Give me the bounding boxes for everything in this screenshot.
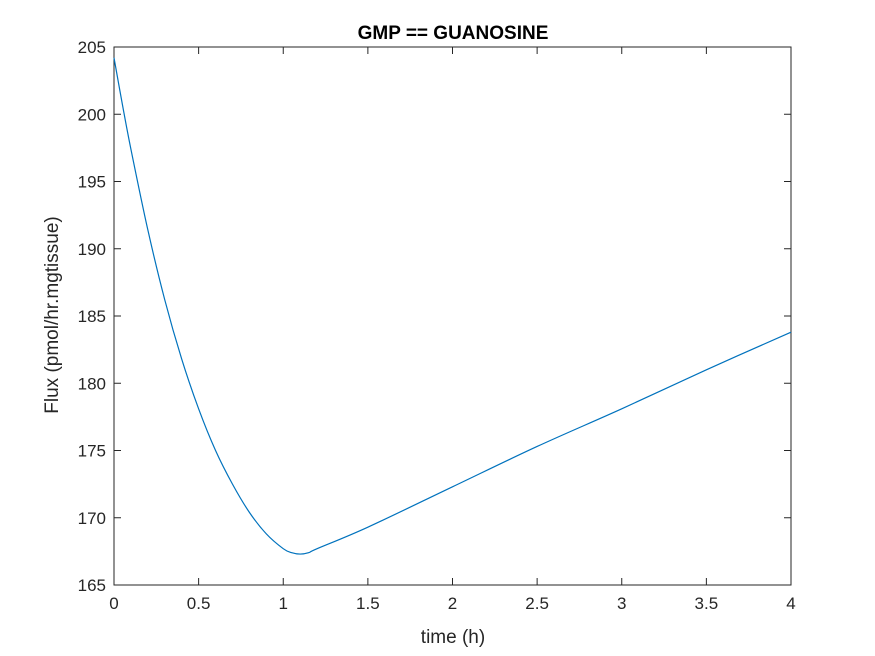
x-axis-label: time (h)	[421, 627, 485, 648]
y-tick-label: 200	[78, 105, 106, 124]
y-tick-label: 165	[78, 576, 106, 595]
y-tick-label: 195	[78, 173, 106, 192]
x-tick-label: 2	[448, 594, 457, 613]
x-tick-label: 2.5	[525, 594, 549, 613]
y-tick-label: 180	[78, 374, 106, 393]
x-tick-label: 3.5	[695, 594, 719, 613]
x-tick-label: 3	[617, 594, 626, 613]
y-tick-label: 175	[78, 442, 106, 461]
x-tick-label: 1	[279, 594, 288, 613]
x-tick-label: 0.5	[187, 594, 211, 613]
series-layer	[113, 57, 792, 555]
chart-title: GMP == GUANOSINE	[358, 23, 549, 44]
y-tick-label: 170	[78, 509, 106, 528]
x-tick-label: 4	[786, 594, 795, 613]
y-axis-label: Flux (pmol/hr.mgtissue)	[42, 216, 63, 413]
y-axis: 165 170 175 180 185 190 195 200 205	[78, 38, 791, 595]
x-tick-label: 0	[109, 594, 118, 613]
series-line	[113, 57, 792, 555]
x-tick-label: 1.5	[356, 594, 380, 613]
y-tick-label: 185	[78, 307, 106, 326]
y-tick-label: 205	[78, 38, 106, 57]
y-tick-label: 190	[78, 240, 106, 259]
x-axis: 0 0.5 1 1.5 2 2.5 3 3.5 4	[109, 47, 796, 613]
